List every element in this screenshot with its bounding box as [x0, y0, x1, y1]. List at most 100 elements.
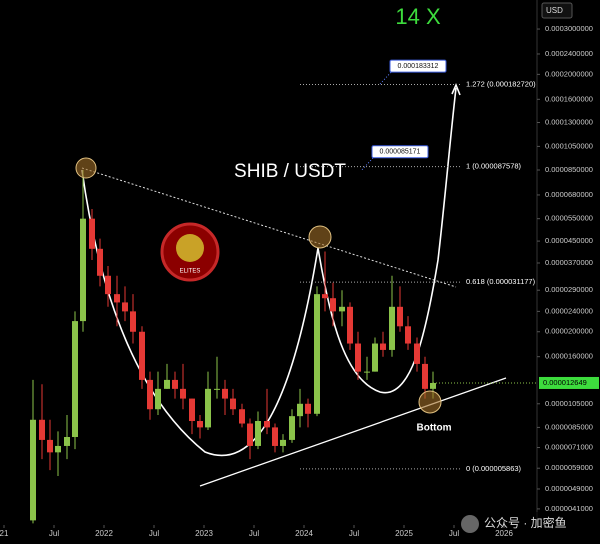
watermark-bg — [448, 512, 598, 538]
fib-label: 1.272 (0.000182720) — [466, 79, 536, 88]
fib-label: 0 (0.000005863) — [466, 464, 522, 473]
fib-label: 0.618 (0.000031177) — [466, 277, 536, 286]
candle-body — [247, 423, 253, 446]
candle-body — [105, 275, 111, 295]
candle-body — [180, 388, 186, 399]
currency-box[interactable] — [541, 2, 573, 19]
y-tick-label: 0.0000370000 — [545, 258, 593, 267]
price-axis-bg — [537, 0, 600, 544]
candle-body — [239, 409, 245, 424]
y-tick-label: 0.0001050000 — [545, 141, 593, 150]
plot: 1.272 (0.000182720) 1 (0.000087578) 0.618 … — [30, 59, 536, 524]
cup-curve — [81, 87, 457, 457]
x-tick-label: 21 — [0, 529, 9, 538]
candle-body — [305, 403, 311, 414]
callout-label: 0.000085171 — [380, 149, 421, 156]
arrow-head — [451, 82, 461, 96]
y-tick-label: 0.0002400000 — [545, 49, 593, 58]
logo-text: ELITES — [180, 269, 201, 275]
candle-body — [205, 388, 211, 428]
x-tick-label: Jul — [449, 529, 459, 538]
x-tick-label: 2022 — [95, 529, 113, 538]
x-tick-label: 2023 — [195, 529, 213, 538]
y-tick-label: 0.0000041000 — [545, 504, 593, 513]
candle-body — [230, 398, 236, 410]
candle-body — [122, 302, 128, 312]
candle-body — [130, 311, 136, 332]
y-tick-label: 0.0000160000 — [545, 352, 593, 361]
candle-body — [414, 343, 420, 364]
support-line — [199, 377, 507, 487]
y-tick-label: 0.0000105000 — [545, 399, 593, 408]
candle-body — [372, 343, 378, 372]
bottom-circle — [418, 390, 442, 414]
y-tick-label: 0.0000059000 — [545, 463, 593, 472]
candle-body — [280, 439, 286, 446]
x-tick-label: 2024 — [295, 529, 313, 538]
candle-body — [222, 388, 228, 399]
y-tick-label: 0.0002000000 — [545, 69, 593, 78]
candle-body — [47, 439, 53, 453]
peak-circle — [75, 157, 97, 179]
candle-body — [155, 388, 161, 410]
candle-body — [264, 421, 270, 428]
candle-body — [364, 371, 370, 373]
last-price-box — [539, 376, 599, 389]
y-tick-label: 0.0001300000 — [545, 118, 593, 127]
bottom-label: Bottom — [417, 423, 452, 434]
resistance-line — [81, 167, 457, 288]
candle-body — [289, 416, 295, 440]
candle-body — [55, 445, 61, 453]
candle-body — [422, 363, 428, 389]
candle-body — [30, 419, 36, 521]
candle-body — [214, 388, 220, 390]
x-tick-label: 2025 — [395, 529, 413, 538]
x-tick-label: 2026 — [495, 529, 513, 538]
y-tick-label: 0.0000071000 — [545, 443, 593, 452]
y-tick-label: 0.0000450000 — [545, 236, 593, 245]
candle-body — [355, 343, 361, 372]
candle-body — [197, 421, 203, 428]
fib-label: 1 (0.000087578) — [466, 162, 522, 171]
peak-circle — [308, 225, 332, 249]
candle-body — [172, 379, 178, 389]
x-tick-label: Jul — [349, 529, 359, 538]
logo-lion — [176, 234, 204, 262]
chart-title: SHIB / USDT — [234, 161, 346, 182]
y-tick-label: 0.0000240000 — [545, 306, 593, 315]
callout-box — [371, 145, 429, 159]
x-tick-label: Jul — [149, 529, 159, 538]
currency: USD — [546, 6, 563, 15]
candle-body — [97, 248, 103, 276]
candle-body — [314, 294, 320, 414]
y-tick-label: 0.0000550000 — [545, 214, 593, 223]
candle-body — [114, 294, 120, 303]
y-tick-label: 0.0000290000 — [545, 285, 593, 294]
last-price-label: 0.000012649 — [543, 378, 587, 387]
candle-body — [39, 419, 45, 440]
candle-body — [405, 326, 411, 344]
annotation: 14 X — [395, 4, 441, 29]
candle-body — [380, 343, 386, 350]
y-tick-label: 0.0001600000 — [545, 94, 593, 103]
candle-body — [297, 403, 303, 417]
y-tick-label: 0.0000200000 — [545, 327, 593, 336]
y-tick-label: 0.0000680000 — [545, 190, 593, 199]
candle-body — [255, 421, 261, 446]
watermark: 公众号 · 加密鱼 — [484, 515, 567, 530]
y-tick-label: 0.0000085000 — [545, 422, 593, 431]
candle-body — [72, 321, 78, 438]
x-tick-label: Jul — [49, 529, 59, 538]
callout-label: 0.000183312 — [398, 63, 439, 70]
candle-body — [322, 294, 328, 299]
candle-body — [80, 218, 86, 322]
candle-body — [139, 331, 145, 380]
candle-body — [430, 382, 436, 389]
candle-body — [389, 306, 395, 350]
candle-body — [339, 306, 345, 312]
candle-body — [189, 398, 195, 422]
watermark-icon — [461, 515, 479, 533]
y-tick-label: 0.0000850000 — [545, 165, 593, 174]
y-tick-label: 0.0003000000 — [545, 24, 593, 33]
